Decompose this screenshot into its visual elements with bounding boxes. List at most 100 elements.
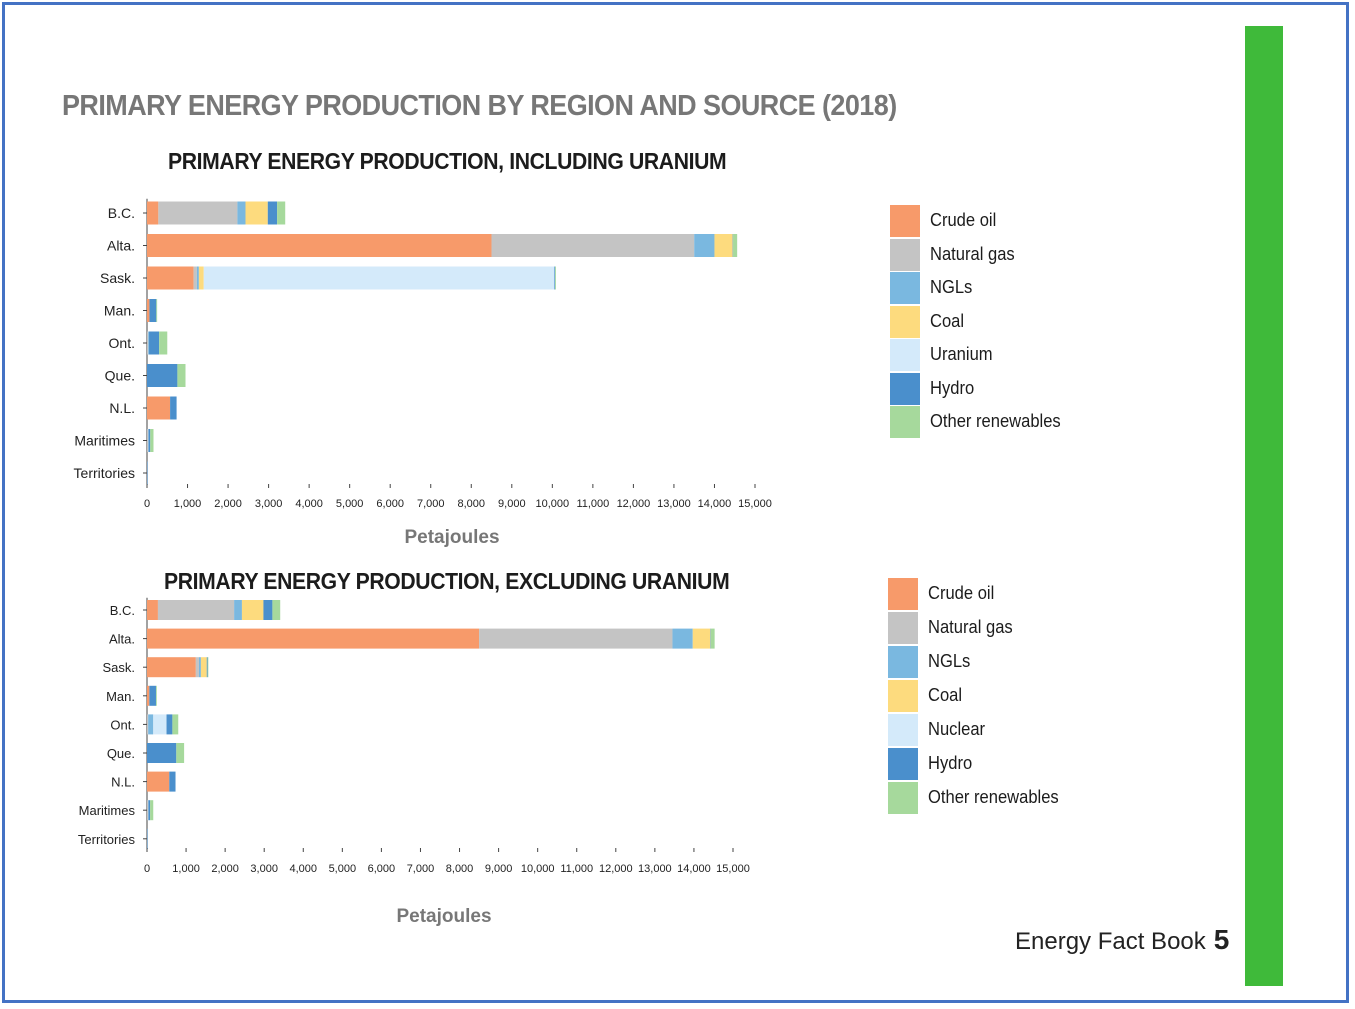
x-tick-label: 4,000 — [290, 863, 318, 875]
x-tick-label: 7,000 — [407, 863, 435, 875]
category-label: B.C. — [108, 205, 135, 221]
x-tick-label: 15,000 — [716, 863, 750, 875]
bar-segment — [268, 202, 277, 225]
legend-label: Crude oil — [928, 583, 994, 604]
bar-segment — [272, 600, 280, 620]
x-tick-label: 3,000 — [250, 863, 278, 875]
chart-2-plot: B.C.Alta.Sask.Man.Ont.Que.N.L.MaritimesT… — [0, 595, 800, 935]
category-label: Man. — [104, 303, 135, 319]
x-tick-label: 1,000 — [174, 498, 202, 510]
legend-swatch — [890, 272, 920, 304]
bar-segment — [147, 800, 148, 820]
bar-segment — [194, 267, 197, 290]
bar-segment — [149, 299, 156, 322]
legend-label: Uranium — [930, 344, 993, 365]
bar-segment — [167, 714, 173, 734]
bar-segment — [672, 629, 692, 649]
bar-segment — [148, 332, 149, 355]
category-label: Ont. — [110, 717, 135, 732]
x-tick-label: 0 — [144, 863, 150, 875]
page-title: PRIMARY ENERGY PRODUCTION BY REGION AND … — [62, 90, 897, 123]
bar-segment — [149, 429, 151, 452]
page-number: 5 — [1214, 924, 1230, 955]
category-label: Maritimes — [74, 433, 135, 449]
x-tick-label: 9,000 — [498, 498, 526, 510]
x-tick-label: 11,000 — [560, 863, 593, 875]
x-tick-label: 8,000 — [458, 498, 486, 510]
legend-swatch — [888, 714, 918, 746]
x-tick-label: 10,000 — [536, 498, 570, 510]
bar-segment — [147, 743, 176, 763]
bar-segment — [277, 202, 285, 225]
category-label: Que. — [107, 746, 135, 761]
category-label: N.L. — [109, 400, 135, 416]
bar-segment — [492, 234, 695, 257]
legend-swatch — [890, 306, 920, 338]
bar-segment — [208, 657, 209, 677]
legend-swatch — [890, 339, 920, 371]
category-label: Territories — [74, 465, 135, 481]
bar-segment — [196, 657, 199, 677]
legend-label: NGLs — [928, 651, 970, 672]
bar-segment — [147, 397, 170, 420]
bar-segment — [242, 600, 263, 620]
x-tick-label: 2,000 — [214, 498, 242, 510]
bar-segment — [147, 829, 148, 849]
bar-segment — [479, 629, 672, 649]
x-tick-label: 2,000 — [211, 863, 239, 875]
x-tick-label: 4,000 — [295, 498, 323, 510]
x-tick-label: 15,000 — [738, 498, 772, 510]
bar-segment — [237, 202, 245, 225]
bar-segment — [147, 686, 149, 706]
legend-swatch — [888, 782, 918, 814]
x-tick-label: 12,000 — [599, 863, 633, 875]
legend-label: Coal — [930, 311, 964, 332]
legend-label: Nuclear — [928, 719, 985, 740]
category-label: Territories — [78, 832, 136, 847]
x-tick-label: 5,000 — [329, 863, 357, 875]
bar-segment — [147, 462, 148, 485]
x-tick-label: 6,000 — [376, 498, 404, 510]
bar-segment — [149, 800, 151, 820]
bar-segment — [694, 234, 714, 257]
bar-segment — [169, 772, 175, 792]
bar-segment — [733, 234, 737, 257]
bar-segment — [147, 364, 177, 387]
bar-segment — [554, 267, 555, 290]
bar-segment — [147, 600, 158, 620]
x-axis-label: Petajoules — [404, 527, 499, 548]
legend-label: Natural gas — [928, 617, 1013, 638]
x-tick-label: 12,000 — [617, 498, 651, 510]
bar-segment — [147, 429, 148, 452]
x-tick-label: 14,000 — [677, 863, 711, 875]
bar-segment — [153, 714, 166, 734]
x-tick-label: 10,000 — [521, 863, 555, 875]
bar-segment — [201, 657, 207, 677]
bar-segment — [156, 686, 157, 706]
bar-segment — [234, 600, 242, 620]
category-label: Alta. — [109, 632, 135, 647]
bar-segment — [199, 657, 201, 677]
bar-segment — [156, 299, 157, 322]
x-tick-label: 7,000 — [417, 498, 445, 510]
legend-label: Crude oil — [930, 210, 996, 231]
bar-segment — [176, 743, 184, 763]
x-tick-label: 0 — [144, 498, 150, 510]
chart-1-plot: B.C. Alta. Sask. Man. Ont. Que. N.L. Maritimes T… — [0, 190, 800, 550]
bar-segment — [147, 772, 169, 792]
category-label: Man. — [106, 689, 135, 704]
legend-swatch — [890, 205, 920, 237]
category-label: Ont. — [109, 335, 135, 351]
bar-segment — [150, 429, 153, 452]
bar-segment — [172, 714, 178, 734]
bar-segment — [693, 629, 711, 649]
legend-swatch — [888, 612, 918, 644]
bar-segment — [148, 714, 153, 734]
bar-segment — [149, 332, 159, 355]
bar-segment — [197, 267, 199, 290]
x-tick-label: 6,000 — [368, 863, 396, 875]
x-tick-label: 13,000 — [657, 498, 691, 510]
chart-2-legend: Crude oil Natural gas NGLs Coal Nuclear Hydro… — [888, 578, 1108, 818]
legend-swatch — [890, 406, 920, 438]
bar-segment — [147, 657, 196, 677]
